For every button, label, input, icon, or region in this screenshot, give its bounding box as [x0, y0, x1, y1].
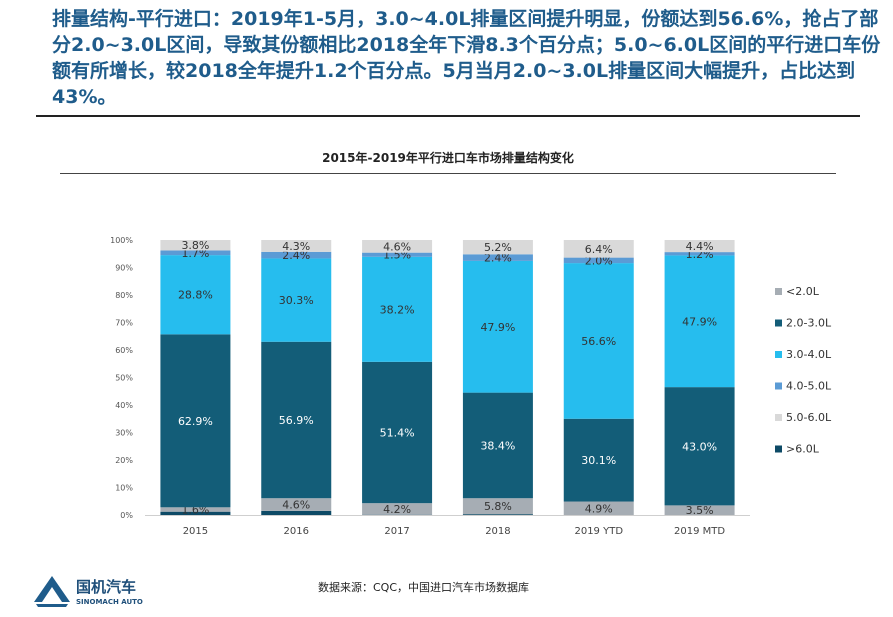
- logo-mountain-base-icon: [36, 604, 68, 607]
- bar-segment: [462, 260, 533, 393]
- bar-segment: [462, 254, 533, 261]
- data-label: 47.9%: [682, 315, 717, 328]
- data-label: 3.5%: [686, 504, 714, 517]
- bar-segment: [160, 507, 231, 512]
- bar-segment: [362, 361, 433, 504]
- data-label: 2.4%: [282, 249, 310, 262]
- y-tick-label: 20%: [115, 456, 133, 465]
- bar-segment: [563, 418, 634, 502]
- data-label: 4.2%: [383, 503, 411, 516]
- legend-swatch: [775, 414, 782, 421]
- bar-segment: [160, 240, 231, 251]
- y-tick-label: 60%: [115, 346, 133, 355]
- bar-segment: [261, 341, 332, 499]
- logo-mountain-icon: [34, 576, 70, 602]
- x-tick-label: 2019 MTD: [674, 526, 725, 537]
- bar-segment: [362, 252, 433, 257]
- chart-title: 2015年-2019年平行进口车市场排量结构变化: [322, 151, 574, 165]
- data-label: 38.4%: [480, 439, 515, 452]
- data-label: 43.0%: [682, 440, 717, 453]
- legend-label: >6.0L: [786, 443, 820, 456]
- bar-segment: [160, 255, 231, 335]
- headline: 排量结构-平行进口：2019年1-5月，3.0~4.0L排量区间提升明显，份额达…: [52, 8, 881, 108]
- legend-swatch: [775, 445, 782, 453]
- bar-segment: [664, 505, 735, 515]
- data-label: 3.8%: [181, 239, 209, 252]
- data-label: 4.6%: [383, 240, 411, 253]
- legend-label: 4.0-5.0L: [786, 380, 832, 393]
- data-label: 38.2%: [380, 303, 415, 316]
- legend-label: <2.0L: [786, 285, 820, 298]
- legend-swatch: [775, 382, 782, 390]
- legend-swatch: [775, 351, 782, 358]
- data-label: 4.4%: [686, 240, 714, 253]
- data-label: 47.9%: [480, 321, 515, 334]
- x-tick-label: 2016: [284, 526, 309, 537]
- bar-segment: [664, 240, 735, 253]
- y-tick-label: 80%: [115, 291, 133, 300]
- legend-label: 2.0-3.0L: [786, 317, 832, 330]
- bar-segment: [160, 250, 231, 256]
- y-tick-label: 50%: [115, 374, 133, 383]
- data-label: 4.6%: [282, 499, 310, 512]
- chart-title-divider: [60, 173, 836, 174]
- data-label: 28.8%: [178, 289, 213, 302]
- sinomach-logo: 国机汽车 SINOMACH AUTO: [34, 576, 143, 607]
- bar-segment: [261, 240, 332, 252]
- x-tick-label: 2018: [485, 526, 510, 537]
- data-label: 56.9%: [279, 414, 314, 427]
- data-label: 6.4%: [585, 243, 613, 256]
- headline-divider: [36, 115, 860, 117]
- data-label: 62.9%: [178, 415, 213, 428]
- bar-segment: [563, 257, 634, 264]
- bar-segment: [261, 251, 332, 259]
- legend-label: 3.0-4.0L: [786, 348, 832, 361]
- bar-segment: [160, 334, 231, 508]
- data-label: 30.1%: [581, 454, 616, 467]
- bar-segment: [563, 240, 634, 258]
- x-tick-label: 2019 YTD: [574, 526, 623, 537]
- data-label: 5.2%: [484, 241, 512, 254]
- legend-swatch: [775, 319, 782, 327]
- logo-name-en: SINOMACH AUTO: [76, 598, 143, 606]
- x-tick-label: 2015: [183, 526, 208, 537]
- bar-segment: [362, 256, 433, 362]
- source-note: 数据来源：CQC，中国进口汽车市场数据库: [318, 581, 530, 594]
- bar-segment: [160, 511, 231, 515]
- data-label: 2.4%: [484, 252, 512, 265]
- bar-segment: [261, 510, 332, 515]
- y-tick-label: 40%: [115, 401, 133, 410]
- legend-label: 5.0-6.0L: [786, 411, 832, 424]
- bar-segment: [462, 240, 533, 255]
- data-label: 51.4%: [380, 427, 415, 440]
- bar-segment: [563, 501, 634, 515]
- y-tick-label: 70%: [115, 319, 133, 328]
- bar-segment: [462, 498, 533, 515]
- bar-segment: [664, 255, 735, 388]
- data-label: 30.3%: [279, 294, 314, 307]
- logo-name-cn: 国机汽车: [76, 578, 136, 596]
- bar-segment: [261, 498, 332, 511]
- bar-segment: [261, 258, 332, 342]
- y-tick-label: 30%: [115, 429, 133, 438]
- bar-segment: [664, 387, 735, 506]
- data-label: 4.9%: [585, 502, 613, 515]
- y-tick-label: 0%: [120, 511, 133, 520]
- data-label: 5.8%: [484, 500, 512, 513]
- bar-segment: [462, 392, 533, 499]
- data-label: 56.6%: [581, 335, 616, 348]
- x-tick-label: 2017: [384, 526, 409, 537]
- bar-segment: [462, 514, 533, 515]
- bar-segment: [362, 503, 433, 515]
- legend-swatch: [775, 288, 782, 295]
- bar-segment: [362, 240, 433, 253]
- bar-segment: [664, 252, 735, 256]
- y-tick-label: 90%: [115, 264, 133, 273]
- data-label: 4.3%: [282, 240, 310, 253]
- bar-segment: [563, 263, 634, 419]
- y-tick-label: 100%: [110, 236, 133, 245]
- y-tick-label: 10%: [115, 484, 133, 493]
